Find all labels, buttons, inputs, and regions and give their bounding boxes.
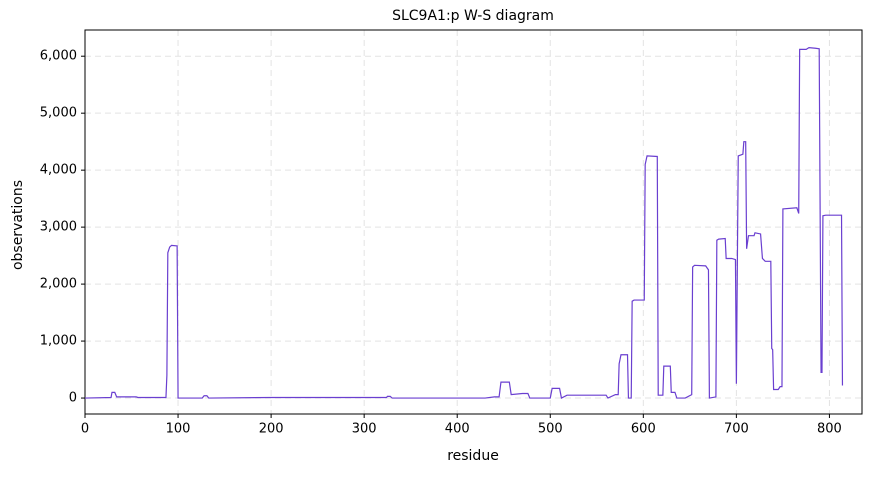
- x-tick-label: 400: [445, 422, 470, 437]
- y-tick-label: 6,000: [40, 49, 77, 64]
- plot-frame: [84, 29, 863, 415]
- data-line: [84, 47, 844, 399]
- chart-title: SLC9A1:p W-S diagram: [392, 8, 554, 24]
- y-tick-label: 1,000: [40, 334, 77, 349]
- x-axis-label: residue: [447, 448, 499, 464]
- y-tick-label: 0: [69, 391, 77, 406]
- x-tick-label: 800: [817, 422, 842, 437]
- x-tick-label: 500: [538, 422, 563, 437]
- x-tick-label: 0: [81, 422, 89, 437]
- y-tick-label: 2,000: [40, 277, 77, 292]
- x-tick-label: 200: [259, 422, 284, 437]
- y-tick-label: 4,000: [40, 163, 77, 178]
- y-tick-label: 5,000: [40, 106, 77, 121]
- y-tick-label: 3,000: [40, 220, 77, 235]
- x-tick-label: 100: [166, 422, 191, 437]
- x-tick-label: 300: [352, 422, 377, 437]
- x-tick-label: 700: [724, 422, 749, 437]
- x-tick-label: 600: [631, 422, 656, 437]
- y-axis-label: observations: [10, 180, 26, 270]
